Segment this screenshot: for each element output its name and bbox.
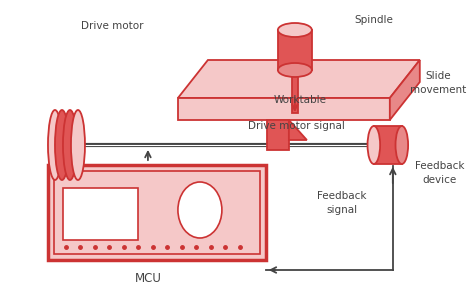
Ellipse shape — [178, 182, 222, 238]
Ellipse shape — [278, 63, 312, 77]
Polygon shape — [289, 120, 307, 140]
Text: Drive motor signal: Drive motor signal — [248, 121, 345, 131]
Bar — [278, 30, 312, 70]
Ellipse shape — [48, 110, 62, 180]
Text: Feedback
signal: Feedback signal — [317, 192, 366, 215]
Bar — [267, 120, 289, 150]
Ellipse shape — [55, 110, 69, 180]
Text: Worktable: Worktable — [273, 95, 327, 105]
Polygon shape — [390, 60, 420, 120]
Text: Feedback
device: Feedback device — [415, 161, 465, 185]
FancyBboxPatch shape — [63, 188, 138, 240]
Text: Drive motor: Drive motor — [81, 21, 143, 31]
FancyBboxPatch shape — [54, 171, 260, 254]
Ellipse shape — [71, 110, 85, 180]
Ellipse shape — [63, 110, 77, 180]
Ellipse shape — [278, 23, 312, 37]
Polygon shape — [178, 98, 390, 120]
FancyBboxPatch shape — [48, 165, 266, 260]
Text: Slide
movement: Slide movement — [410, 71, 466, 94]
Ellipse shape — [395, 126, 408, 164]
Polygon shape — [178, 60, 420, 98]
Text: Spindle: Spindle — [355, 15, 394, 25]
Bar — [292, 70, 298, 113]
Bar — [374, 126, 402, 164]
Text: MCU: MCU — [135, 272, 161, 285]
Ellipse shape — [367, 126, 380, 164]
